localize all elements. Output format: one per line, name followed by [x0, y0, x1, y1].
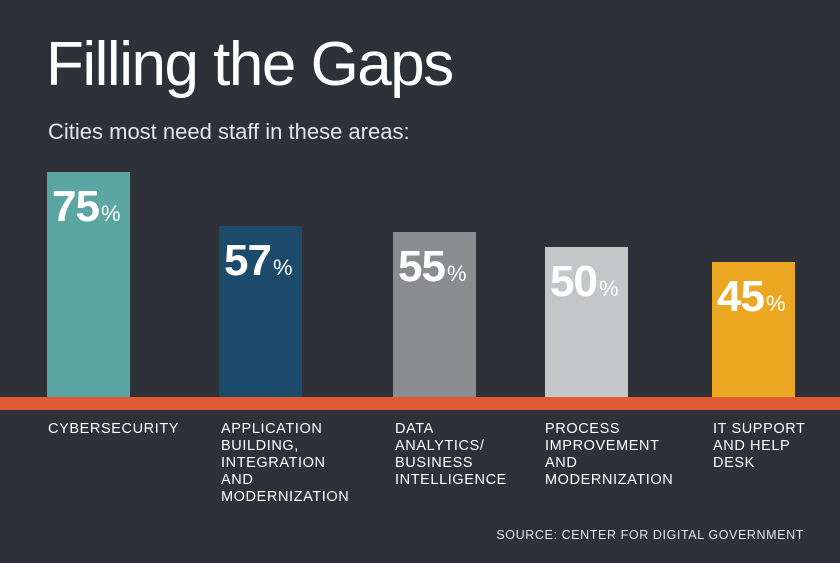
data-label-5: 45% [717, 272, 786, 321]
bar-2 [219, 226, 302, 401]
category-label-2: APPLICATION BUILDING, INTEGRATION AND MODERN… [221, 421, 349, 505]
chart-title: Filling the Gaps [46, 30, 454, 99]
category-label-3: DATA ANALYTICS/BUSINESS INTELLIGENCE [395, 421, 507, 488]
bar-3 [393, 232, 476, 401]
bar-5 [712, 262, 795, 401]
category-label-4: PROCESS IMPROVEMENT AND MODERNIZATION [545, 421, 673, 488]
source-note: SOURCE: CENTER FOR DIGITAL GOVERNMENT [496, 528, 804, 542]
bar-4 [545, 247, 628, 401]
category-label-5: IT SUPPORT AND HELP DESK [713, 421, 805, 471]
data-label-3: 55% [398, 242, 467, 291]
category-label-1: CYBERSECURITY [48, 421, 179, 437]
data-label-4: 50% [550, 257, 619, 306]
chart-subtitle: Cities most need staff in these areas: [48, 119, 410, 144]
baseline-stripe [0, 397, 840, 410]
bar-1 [47, 172, 130, 401]
data-label-2: 57% [224, 236, 293, 285]
data-label-1: 75% [52, 182, 121, 231]
